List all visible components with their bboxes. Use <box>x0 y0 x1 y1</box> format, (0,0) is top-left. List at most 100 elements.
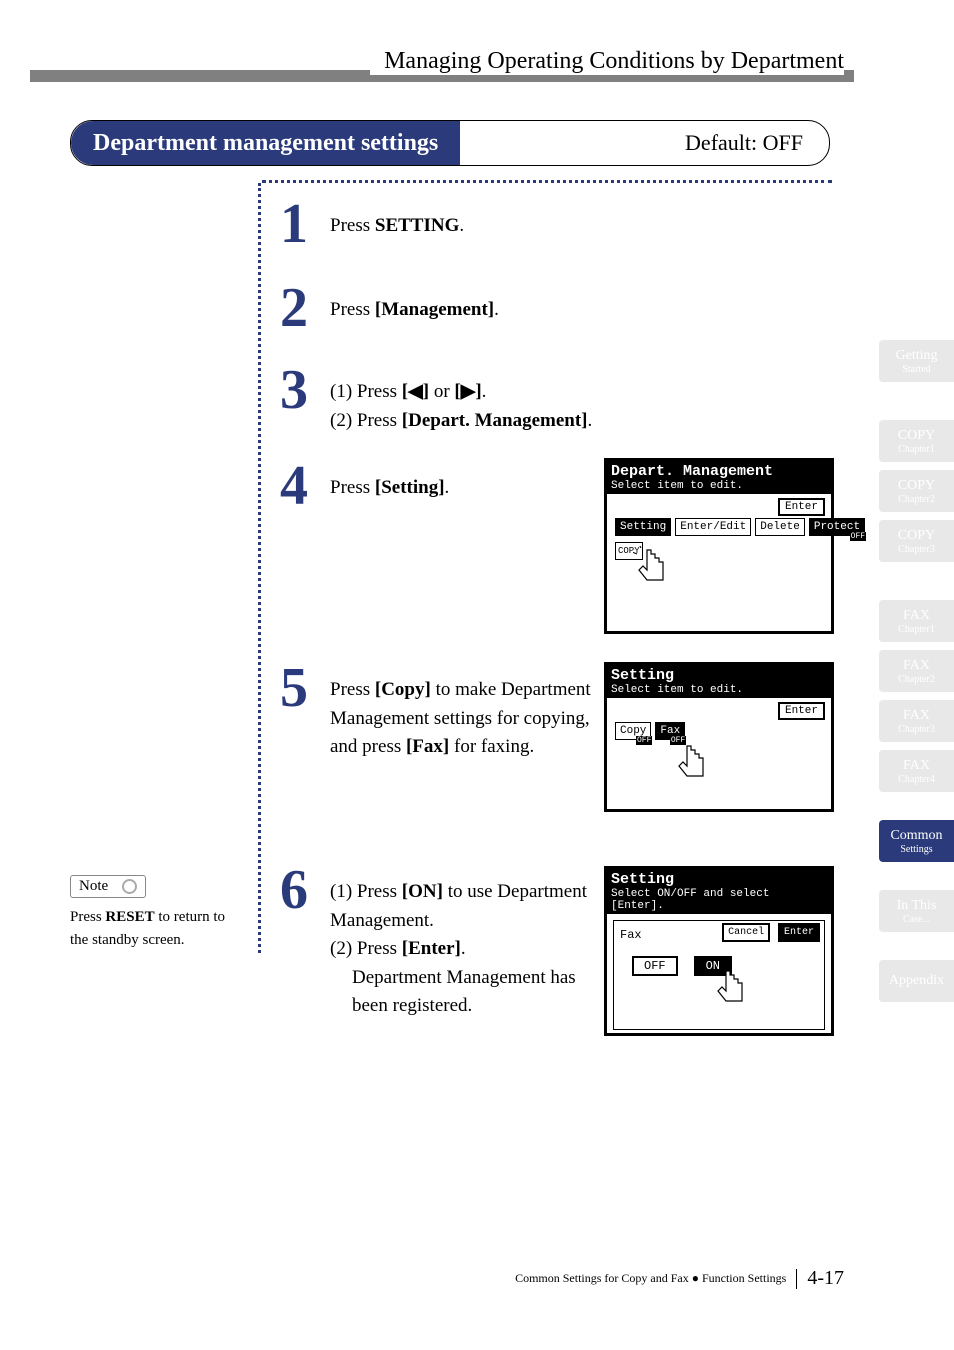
inner-frame: Fax Cancel Enter OFF ON <box>613 920 825 1030</box>
sidebar-tab[interactable]: COPYChapter3 <box>879 520 954 562</box>
sidebar-tab[interactable]: Appendix <box>879 960 954 1002</box>
sidebar-tab[interactable]: CommonSettings <box>879 820 954 862</box>
step-5: 5 Press [Copy] to make Department Manage… <box>280 660 610 762</box>
setting-button[interactable]: Setting <box>615 518 671 536</box>
text: Department Management has been registere… <box>330 964 610 1021</box>
note-box: Note Press RESET to return to the standb… <box>70 875 240 951</box>
step-text: Press [Copy] to make Department Manageme… <box>330 660 610 762</box>
tab-line2: Chapter3 <box>898 724 935 735</box>
step-6: 6 (1) Press [ON] to use Department Manag… <box>280 862 610 1021</box>
sidebar-tab[interactable]: GettingStarted <box>879 340 954 382</box>
lcd-title: Setting <box>611 871 827 888</box>
key-setting: [Setting] <box>375 477 445 498</box>
tab-line1: FAX <box>903 608 930 624</box>
tab-line1: COPY <box>898 478 935 494</box>
key-right: [▶] <box>454 381 481 402</box>
tab-line2: Chapter2 <box>898 494 935 505</box>
step-number: 2 <box>280 280 316 336</box>
pointer-hand-icon <box>633 546 673 590</box>
section-title-box: Department management settings Default: … <box>70 120 830 166</box>
tab-line1: FAX <box>903 758 930 774</box>
lcd-screen-setting: Setting Select item to edit. Enter Copy … <box>604 662 834 812</box>
lcd-subtitle: Select item to edit. <box>611 480 827 492</box>
lcd-screen-depart-management: Depart. Management Select item to edit. … <box>604 458 834 634</box>
text: or <box>429 381 454 402</box>
page-footer: Common Settings for Copy and Fax ● Funct… <box>515 1267 844 1290</box>
sidebar-tab[interactable]: COPYChapter1 <box>879 420 954 462</box>
tab-line1: FAX <box>903 708 930 724</box>
lcd-screen-setting-on-off: Setting Select ON/OFF and select [Enter]… <box>604 866 834 1036</box>
text: OFF <box>636 736 652 745</box>
sidebar-tab[interactable]: FAXChapter2 <box>879 650 954 692</box>
cancel-button[interactable]: Cancel <box>722 923 770 942</box>
step-number: 1 <box>280 196 316 252</box>
text: Press <box>330 215 375 236</box>
step-text: Press [Setting]. <box>330 458 449 503</box>
copy-button[interactable]: Copy OFF <box>615 722 651 740</box>
pointer-hand-icon <box>712 967 752 1011</box>
key-fax: [Fax] <box>406 736 449 757</box>
tab-line2: Chapter1 <box>898 444 935 455</box>
note-label: Note <box>79 878 108 895</box>
key-management: [Management] <box>375 299 494 320</box>
step-text: Press [Management]. <box>330 280 499 325</box>
tab-line1: COPY <box>898 428 935 444</box>
step-2: 2 Press [Management]. <box>280 280 499 336</box>
off-button[interactable]: OFF <box>632 956 678 976</box>
text: (1) Press <box>330 381 402 402</box>
note-text: Press RESET to return to the standby scr… <box>70 906 240 951</box>
tab-line2: Chapter2 <box>898 674 935 685</box>
step-text: (1) Press [ON] to use Department Managem… <box>330 862 610 1021</box>
enter-button[interactable]: Enter <box>778 702 825 720</box>
lcd-subtitle: Select ON/OFF and select [Enter]. <box>611 888 827 912</box>
dotted-line-vertical <box>258 183 261 953</box>
step-text: (1) Press [◀] or [▶]. (2) Press [Depart.… <box>330 362 592 435</box>
text: Press <box>70 909 105 925</box>
text: . <box>494 299 499 320</box>
sidebar-tab[interactable]: FAXChapter1 <box>879 600 954 642</box>
text: for faxing. <box>449 736 534 757</box>
text: (2) Press <box>330 410 402 431</box>
tab-line1: Common <box>890 828 942 844</box>
enter-button[interactable]: Enter <box>778 923 820 942</box>
text: . <box>461 938 466 959</box>
dotted-line-horizontal <box>262 180 832 183</box>
text: . <box>588 410 593 431</box>
key-left: [◀] <box>402 381 429 402</box>
text: (1) Press <box>330 881 402 902</box>
lcd-title: Depart. Management <box>611 463 827 480</box>
text: . <box>445 477 450 498</box>
section-default: Default: OFF <box>685 130 829 156</box>
step-1: 1 Press SETTING. <box>280 196 464 252</box>
enter-button[interactable]: Enter <box>778 498 825 516</box>
sidebar-tab[interactable]: COPYChapter2 <box>879 470 954 512</box>
step-text: Press SETTING. <box>330 196 464 241</box>
sidebar-tab[interactable]: FAXChapter3 <box>879 700 954 742</box>
lcd-body: Fax Cancel Enter OFF ON <box>607 914 831 1042</box>
tab-line2: Case... <box>903 914 930 925</box>
tab-line2: Chapter3 <box>898 544 935 555</box>
sidebar-tab[interactable]: In ThisCase... <box>879 890 954 932</box>
sidebar-tab[interactable]: FAXChapter4 <box>879 750 954 792</box>
note-circle-icon <box>122 879 137 894</box>
sidebar-tabs: GettingStartedCOPYChapter1COPYChapter2CO… <box>879 340 954 1002</box>
delete-button[interactable]: Delete <box>755 518 805 536</box>
text: OFF <box>850 532 866 541</box>
divider <box>796 1269 797 1289</box>
protect-button[interactable]: Protect OFF <box>809 518 865 536</box>
tab-line1: Appendix <box>889 973 944 989</box>
enter-edit-button[interactable]: Enter/Edit <box>675 518 751 536</box>
section-title: Department management settings <box>71 121 460 165</box>
fax-button[interactable]: Fax OFF <box>655 722 685 740</box>
lcd-header: Setting Select item to edit. <box>607 665 831 698</box>
text: (2) Press <box>330 938 402 959</box>
text: Press <box>330 477 375 498</box>
tab-line2: Chapter4 <box>898 774 935 785</box>
key-reset: RESET <box>105 909 154 925</box>
tab-line2: Started <box>902 364 930 375</box>
text: Press <box>330 299 375 320</box>
step-number: 4 <box>280 458 316 514</box>
text: . <box>482 381 487 402</box>
tab-line1: Getting <box>896 348 938 364</box>
tab-line2: Chapter1 <box>898 624 935 635</box>
